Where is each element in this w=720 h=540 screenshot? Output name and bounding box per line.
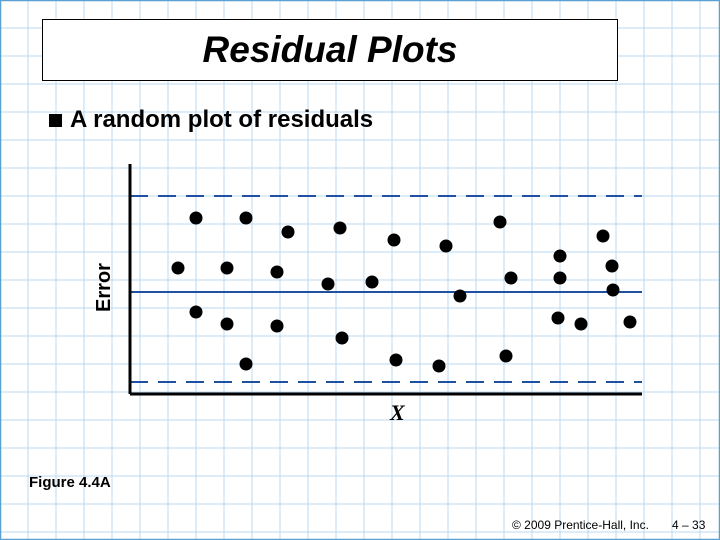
- x-axis-label: X: [390, 400, 405, 426]
- y-axis-label: Error: [93, 263, 116, 312]
- slide-title: Residual Plots: [203, 29, 458, 71]
- copyright-text: © 2009 Prentice-Hall, Inc.: [512, 518, 649, 532]
- bullet-row: A random plot of residuals: [49, 106, 373, 134]
- residual-scatter-chart: Error X: [108, 164, 642, 414]
- square-bullet-icon: [49, 114, 62, 127]
- figure-caption: Figure 4.4A: [29, 474, 111, 491]
- page-number: 4 – 33: [672, 518, 705, 532]
- slide-content: Residual Plots A random plot of residual…: [0, 0, 720, 540]
- slide-title-box: Residual Plots: [42, 19, 618, 81]
- bullet-text: A random plot of residuals: [70, 106, 373, 134]
